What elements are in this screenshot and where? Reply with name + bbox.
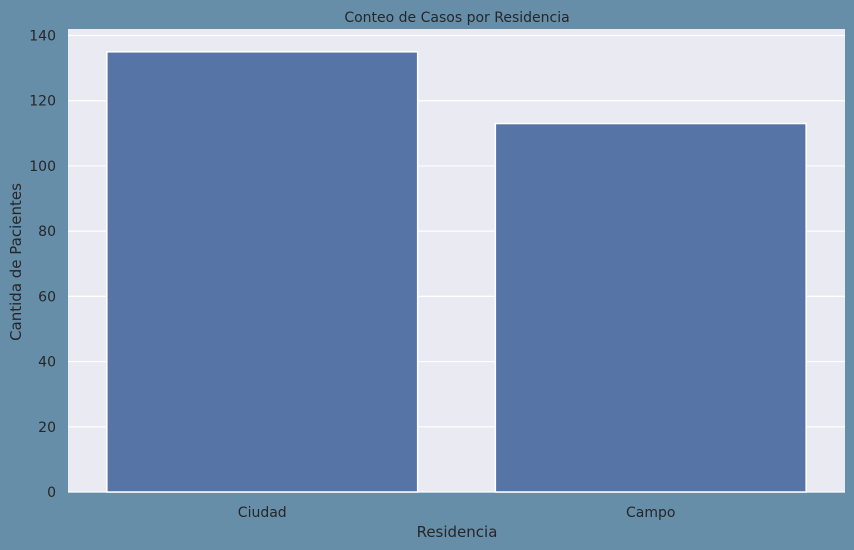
chart-title: Conteo de Casos por Residencia: [344, 10, 569, 26]
y-tick-label: 120: [29, 94, 56, 110]
y-tick-label: 40: [38, 355, 56, 371]
x-tick-labels: Ciudad Campo: [238, 505, 676, 521]
y-axis-label: Cantida de Pacientes: [7, 183, 25, 341]
x-tick-label: Campo: [626, 505, 675, 521]
x-tick-label: Ciudad: [238, 505, 287, 521]
y-tick-labels: 0 20 40 60 80 100 120 140: [29, 29, 56, 501]
bars: [106, 51, 807, 493]
y-tick-label: 60: [38, 289, 56, 305]
y-tick-label: 100: [29, 159, 56, 175]
y-tick-label: 80: [38, 224, 56, 240]
y-tick-label: 140: [29, 29, 56, 45]
y-tick-label: 20: [38, 420, 56, 436]
bar-campo: [494, 122, 807, 493]
x-axis-label: Residencia: [417, 523, 498, 541]
bar-ciudad: [106, 51, 419, 493]
y-tick-label: 0: [47, 485, 56, 501]
